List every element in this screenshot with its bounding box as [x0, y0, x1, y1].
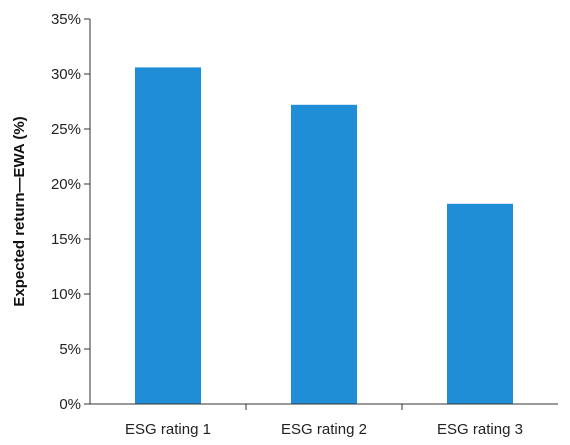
- x-axis-ticks: ESG rating 1 ESG rating 2 ESG rating 3: [125, 404, 523, 438]
- bars: [135, 67, 513, 405]
- bar-2: [291, 104, 357, 405]
- y-tick-label: 25%: [51, 121, 81, 138]
- y-tick-label: 30%: [51, 66, 81, 83]
- x-category-label: ESG rating 1: [125, 421, 211, 438]
- y-tick-label: 35%: [51, 11, 81, 28]
- y-axis-title: Expected return—EWA (%): [11, 116, 28, 306]
- y-axis-ticks: 0% 5% 10% 15% 20% 25% 30% 35%: [51, 11, 90, 413]
- bar-1: [135, 67, 201, 405]
- y-tick-label: 15%: [51, 231, 81, 248]
- x-category-label: ESG rating 2: [281, 421, 367, 438]
- y-tick-label: 10%: [51, 286, 81, 303]
- y-tick-label: 20%: [51, 176, 81, 193]
- y-tick-label: 5%: [59, 341, 81, 358]
- x-category-label: ESG rating 3: [437, 421, 523, 438]
- y-tick-label: 0%: [59, 396, 81, 413]
- bar-3: [447, 203, 513, 404]
